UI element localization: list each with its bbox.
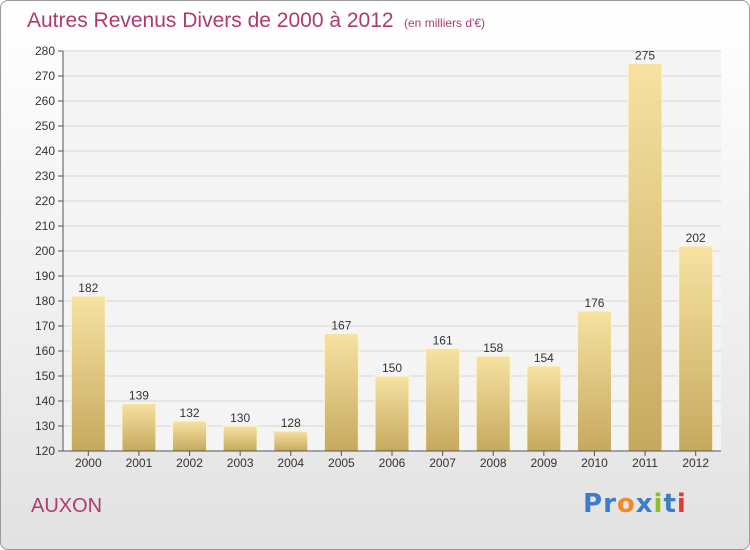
y-tick-label: 200 — [35, 244, 55, 258]
bar — [627, 63, 663, 452]
bar — [121, 403, 157, 452]
y-tick-label: 170 — [35, 319, 55, 333]
bar — [273, 430, 309, 452]
y-tick-label: 220 — [35, 194, 55, 208]
x-tick-label: 2010 — [581, 456, 608, 470]
x-tick-label: 2011 — [632, 456, 658, 470]
y-tick-label: 210 — [35, 219, 55, 233]
x-tick-label: 2003 — [227, 456, 254, 470]
data-label: 158 — [483, 341, 503, 355]
x-tick-label: 2002 — [176, 456, 203, 470]
logo-letter: r — [603, 489, 617, 519]
chart-title-block: Autres Revenus Divers de 2000 à 2012 (en… — [27, 9, 485, 33]
y-tick-label: 130 — [35, 419, 55, 433]
data-label: 202 — [686, 231, 706, 245]
y-tick-label: 120 — [35, 444, 55, 458]
y-tick-label: 140 — [35, 394, 55, 408]
bar — [425, 348, 461, 452]
x-tick-label: 2009 — [530, 456, 557, 470]
y-tick-label: 270 — [35, 69, 55, 83]
bar — [172, 420, 208, 452]
x-tick-label: 2001 — [126, 456, 153, 470]
data-label: 132 — [180, 406, 200, 420]
proxiti-logo: Proxiti — [583, 489, 687, 519]
x-tick-label: 2012 — [682, 456, 709, 470]
data-label: 161 — [433, 334, 453, 348]
bar — [222, 425, 258, 452]
commune-name: AUXON — [31, 495, 103, 517]
bars — [70, 63, 714, 452]
bar — [374, 375, 410, 452]
y-tick-label: 150 — [35, 369, 55, 383]
data-label: 176 — [584, 296, 604, 310]
x-tick-label: 2004 — [277, 456, 304, 470]
x-tick-label: 2000 — [75, 456, 102, 470]
x-tick-label: 2006 — [379, 456, 406, 470]
logo-letter: x — [635, 489, 654, 519]
x-tick-label: 2008 — [480, 456, 507, 470]
logo-letter: P — [583, 489, 604, 519]
y-tick-label: 280 — [35, 44, 55, 58]
logo-letter: t — [663, 489, 677, 519]
data-label: 130 — [230, 411, 250, 425]
x-tick-label: 2007 — [429, 456, 456, 470]
y-tick-label: 180 — [35, 294, 55, 308]
y-tick-label: 240 — [35, 144, 55, 158]
y-tick-label: 230 — [35, 169, 55, 183]
chart-unit: (en milliers d'€) — [404, 16, 485, 30]
y-tick-label: 160 — [35, 344, 55, 358]
bar — [70, 295, 106, 452]
logo-letter: i — [653, 489, 664, 519]
bar — [678, 245, 714, 452]
y-tick-label: 250 — [35, 119, 55, 133]
logo-letter: i — [676, 489, 687, 519]
data-label: 150 — [382, 361, 402, 375]
bar — [576, 310, 612, 452]
y-tick-label: 190 — [35, 269, 55, 283]
data-label: 139 — [129, 389, 149, 403]
data-label: 167 — [331, 319, 351, 333]
data-label: 128 — [281, 416, 301, 430]
bar — [526, 365, 562, 452]
y-tick-label: 260 — [35, 94, 55, 108]
chart-title: Autres Revenus Divers de 2000 à 2012 — [27, 9, 394, 32]
data-label: 182 — [78, 281, 98, 295]
bar — [323, 333, 359, 452]
data-label: 275 — [635, 49, 655, 63]
x-tick-label: 2005 — [328, 456, 355, 470]
logo-letter: o — [616, 489, 636, 519]
data-labels: 182 139 132 130 128 167 150 161 158 154 176 275 202 — [78, 49, 706, 431]
axes: 120 130 140 150 160 170 180 190 200 210 220 230 240 2… — [35, 44, 721, 470]
data-label: 154 — [534, 351, 554, 365]
bar — [475, 355, 511, 452]
